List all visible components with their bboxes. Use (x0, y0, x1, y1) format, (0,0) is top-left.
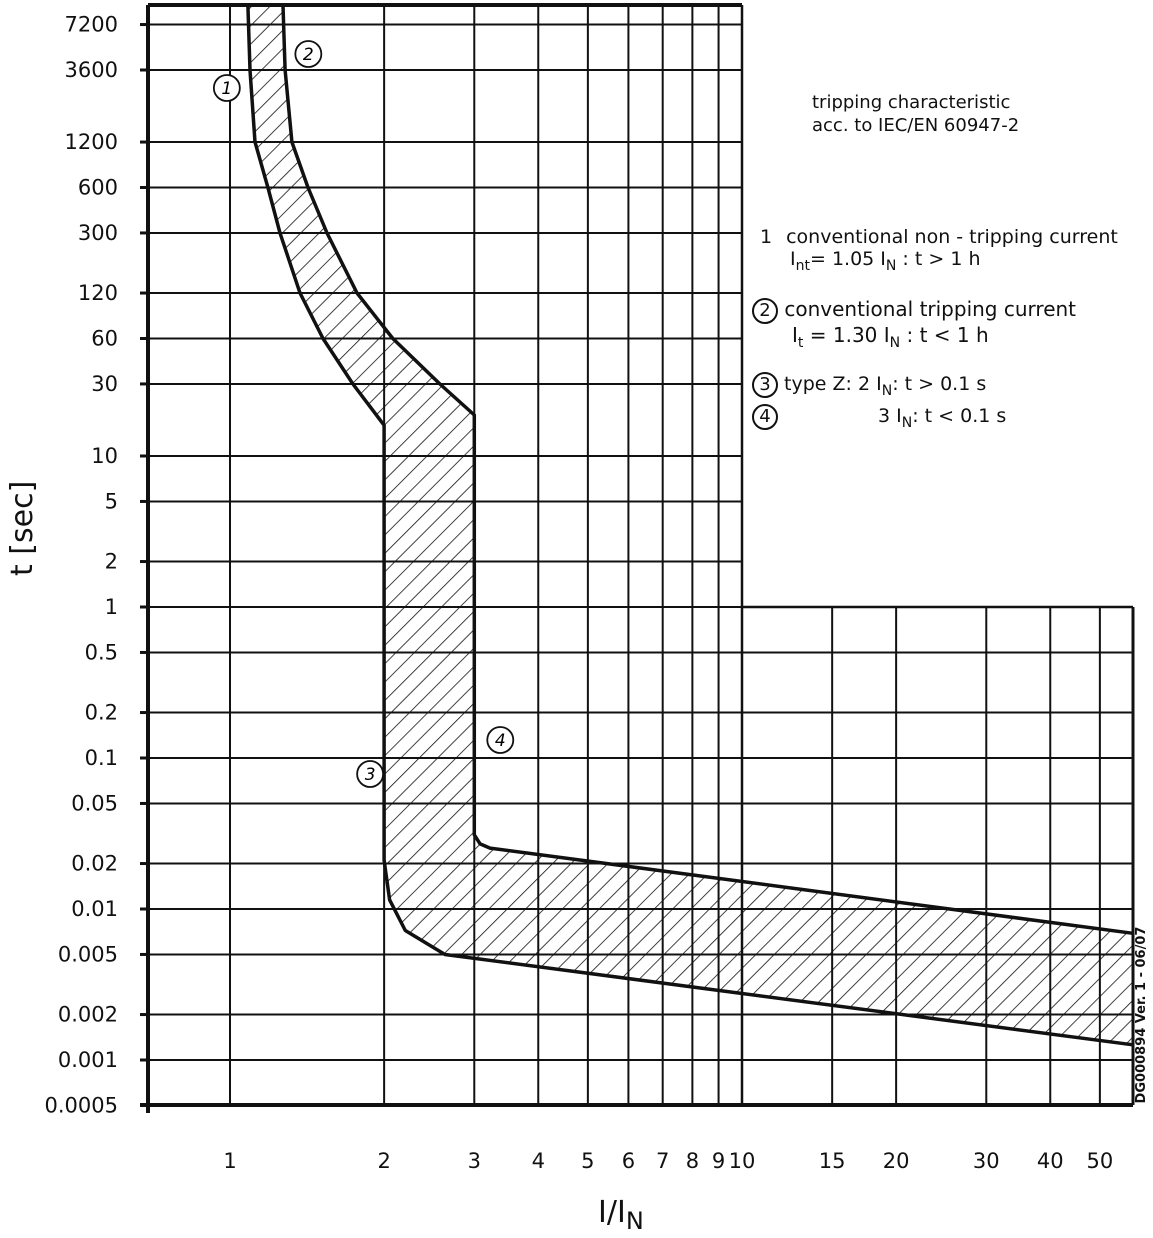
legend-num-4: 4 (752, 404, 778, 430)
legend-text: type Z: 2 I (784, 373, 882, 395)
legend-text: : t < 1 h (900, 323, 989, 347)
marker-2-circle (294, 40, 323, 68)
marker-4-label: 4 (495, 731, 506, 751)
y-tick-label: 1 (105, 595, 118, 619)
x-tick-label: 30 (973, 1149, 1000, 1173)
x-tick-label: 40 (1037, 1149, 1064, 1173)
axes: 7200360012006003001206030105210.50.20.10… (45, 3, 1135, 1173)
y-tick-label: 60 (91, 326, 118, 350)
y-tick-label: 0.005 (58, 942, 118, 966)
legend-sub: t (797, 335, 804, 351)
x-tick-label: 50 (1087, 1149, 1114, 1173)
y-tick-label: 0.002 (58, 1003, 118, 1027)
y-tick-label: 0.02 (71, 852, 118, 876)
legend-num-1: 1 (760, 226, 773, 248)
y-tick-label: 0.5 (85, 640, 118, 664)
marker-3-circle (356, 760, 385, 788)
legend-item-3: 3 type Z: 2 IN: t > 0.1 s (752, 372, 986, 402)
lower-boundary-line (246, 5, 1134, 1047)
chart-title: tripping characteristic acc. to IEC/EN 6… (812, 91, 1019, 137)
y-tick-label: 7200 (65, 13, 118, 37)
legend-item-2: 2 conventional tripping current It = 1.3… (752, 298, 1076, 354)
y-tick-label: 2 (105, 550, 118, 574)
document-id: DG000894 Ver. 1 - 06/07 (1134, 926, 1149, 1104)
x-tick-label: 5 (581, 1149, 594, 1173)
x-tick-label: 9 (712, 1149, 725, 1173)
legend-item-1: 1 conventional non - tripping current Int… (760, 226, 1118, 277)
y-tick-label: 0.1 (85, 746, 118, 770)
y-tick-label: 30 (91, 372, 118, 396)
x-axis-title-sub: N (625, 1207, 644, 1235)
upper-boundary-line (281, 5, 1134, 936)
y-tick-label: 1200 (65, 130, 118, 154)
x-axis-title-main: I/I (598, 1195, 626, 1230)
x-tick-label: 8 (686, 1149, 699, 1173)
x-tick-label: 15 (819, 1149, 846, 1173)
markers: 1 2 3 4 (212, 40, 515, 788)
x-tick-label: 20 (883, 1149, 910, 1173)
y-tick-label: 0.01 (71, 897, 118, 921)
marker-1-circle (212, 74, 241, 102)
band-fill (247, 5, 1133, 1045)
marker-4-circle (486, 726, 515, 754)
title-line: tripping characteristic (812, 92, 1011, 113)
subtitle-line: acc. to IEC/EN 60947-2 (812, 115, 1020, 136)
x-tick-label: 2 (377, 1149, 390, 1173)
y-tick-label: 3600 (65, 58, 118, 82)
marker-3-label: 3 (365, 765, 376, 785)
y-tick-label: 300 (78, 221, 118, 245)
y-tick-label: 10 (91, 444, 118, 468)
x-tick-label: 10 (729, 1149, 756, 1173)
y-tick-label: 120 (78, 281, 118, 305)
legend-sub: nt (795, 257, 810, 274)
tripping-band (246, 5, 1134, 1047)
y-tick-label: 0.001 (58, 1048, 118, 1072)
legend-item-4: 4 3 IN: t < 0.1 s (752, 404, 1006, 434)
legend-text: I (792, 323, 798, 347)
y-tick-label: 0.0005 (45, 1093, 118, 1117)
x-axis-title: I/IN (598, 1196, 644, 1238)
legend-text: I (790, 248, 796, 270)
legend-text: 3 I (878, 405, 902, 427)
y-tick-label: 600 (78, 175, 118, 199)
legend-num-2: 2 (752, 298, 778, 324)
legend-text: : t < 0.1 s (912, 405, 1007, 427)
x-tick-label: 1 (223, 1149, 236, 1173)
legend-sub: N (885, 257, 897, 274)
legend-text: conventional tripping current (784, 297, 1077, 321)
y-axis-title: t [sec] (5, 480, 40, 576)
x-tick-label: 6 (622, 1149, 635, 1173)
legend-sub: N (889, 335, 901, 351)
x-tick-label: 7 (656, 1149, 669, 1173)
y-tick-label: 0.05 (71, 791, 118, 815)
x-tick-label: 4 (532, 1149, 545, 1173)
legend-text: : t > 0.1 s (892, 373, 987, 395)
legend-sub: N (881, 382, 893, 399)
marker-1-label: 1 (221, 79, 232, 99)
y-tick-label: 0.2 (85, 701, 118, 725)
marker-2-label: 2 (303, 45, 314, 65)
legend-text: : t > 1 h (896, 248, 981, 270)
legend-num-3: 3 (752, 372, 778, 398)
legend-text: = 1.30 I (803, 323, 890, 347)
x-tick-label: 3 (468, 1149, 481, 1173)
legend-text: conventional non - tripping current (786, 226, 1118, 248)
legend-sub: N (901, 414, 913, 431)
y-tick-label: 5 (105, 489, 118, 513)
legend-text: = 1.05 I (809, 248, 886, 270)
